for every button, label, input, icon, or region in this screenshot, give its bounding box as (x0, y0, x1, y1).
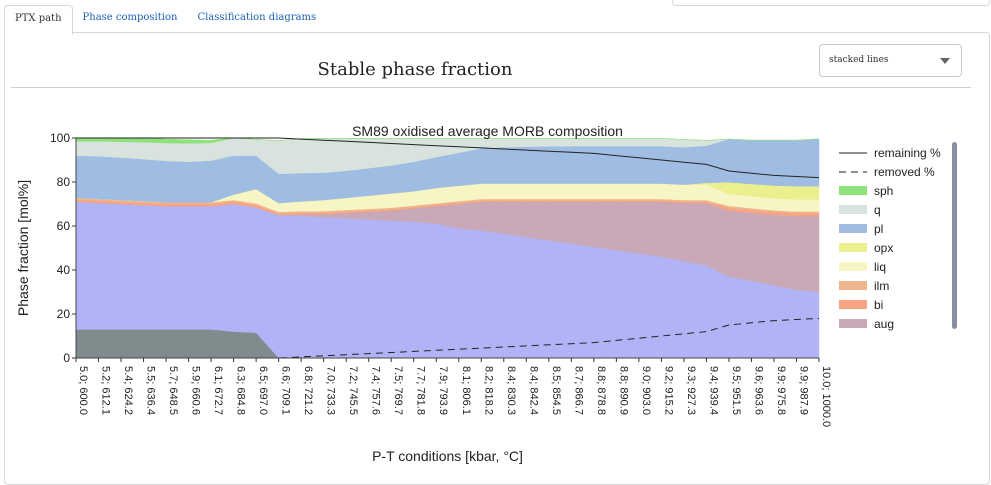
stacked-areas (75, 137, 820, 359)
x-tick-label: 5.0; 600.0 (77, 366, 89, 415)
x-tick-label: 7.4; 757.6 (370, 366, 382, 415)
y-tick-label: 100 (50, 131, 70, 145)
x-tick-label: 5.2; 612.1 (100, 366, 112, 415)
x-tick-label: 9.4; 939.4 (707, 366, 719, 415)
x-tick-label: 7.9; 793.9 (437, 366, 449, 415)
legend-label: remaining % (874, 146, 941, 160)
legend-label: liq (874, 260, 886, 274)
card-title: Stable phase fraction (317, 59, 513, 80)
x-tick-label: 9.3; 927.3 (685, 366, 697, 415)
top-input-box[interactable] (672, 0, 990, 6)
legend-label: removed % (874, 165, 935, 179)
legend-swatch-bi (839, 300, 867, 309)
x-tick-label: 9.0; 903.0 (640, 366, 652, 415)
plot-mode-dropdown[interactable]: stacked lines (819, 44, 962, 77)
x-tick-label: 5.7; 648.5 (167, 366, 179, 415)
x-tick-label: 9.2; 915.2 (662, 366, 674, 415)
x-tick-label: 5.9; 660.6 (190, 366, 202, 415)
legend-label: pl (874, 222, 883, 236)
y-tick-label: 40 (57, 263, 71, 277)
card-divider (11, 87, 971, 88)
legend-swatch-ilm (839, 281, 867, 290)
legend-swatch-aug (839, 319, 867, 328)
legend: remaining % removed % sph q pl opx liq ilm bi aug (839, 146, 941, 331)
x-tick-label: 6.1; 672.7 (212, 366, 224, 415)
chart-title: SM89 oxidised average MORB composition (352, 123, 623, 139)
legend-label: ilm (874, 279, 889, 293)
x-axis-label: P-T conditions [kbar, °C] (372, 448, 523, 464)
legend-swatch-sph (839, 186, 867, 195)
y-tick-label: 20 (57, 307, 71, 321)
y-axis-label: Phase fraction [mol%] (15, 180, 31, 316)
legend-scrollbar[interactable] (952, 142, 957, 329)
x-tick-label: 6.6; 709.1 (280, 366, 292, 415)
legend-swatch-opx (839, 243, 867, 252)
x-tick-label: 8.1; 806.1 (460, 366, 472, 415)
tab-ptx-path[interactable]: PTX path (4, 5, 73, 35)
legend-swatch-liq (839, 262, 867, 271)
x-tick-label: 8.5; 854.5 (550, 366, 562, 415)
x-tick-label: 10.0; 1000.0 (820, 366, 832, 427)
x-tick-label: 5.5; 636.4 (145, 366, 157, 415)
area-sph (75, 137, 820, 144)
x-tick-label: 6.3; 684.8 (235, 366, 247, 415)
plot-mode-value: stacked lines (829, 55, 889, 65)
tab-phase-composition[interactable]: Phase composition (82, 12, 178, 23)
x-tick-label: 8.4; 842.4 (527, 366, 539, 415)
chevron-down-icon (940, 58, 950, 64)
x-tick-label: 6.5; 697.0 (257, 366, 269, 415)
x-tick-label: 8.8; 890.9 (617, 366, 629, 415)
y-tick-label: 0 (63, 351, 70, 365)
legend-label: q (874, 203, 881, 217)
tab-classification-diagrams[interactable]: Classification diagrams (197, 12, 317, 23)
legend-swatch-pl (839, 224, 867, 233)
x-tick-label: 9.9; 975.8 (775, 366, 787, 415)
line-remaining (76, 137, 820, 179)
x-tick-label: 9.6; 963.6 (752, 366, 764, 415)
x-tick-label: 6.8; 721.2 (302, 366, 314, 415)
x-tick-label: 7.2; 745.5 (347, 366, 359, 415)
legend-label: opx (874, 241, 893, 255)
y-tick-label: 60 (57, 219, 71, 233)
legend-label: bi (874, 298, 883, 312)
x-tick-label: 7.5; 769.7 (392, 366, 404, 415)
tab-bar: PTX path Phase composition Classificatio… (4, 5, 326, 35)
y-axis: 0 20 40 60 80 100 (50, 131, 77, 365)
x-tick-label: 9.9; 987.9 (797, 366, 809, 415)
x-tick-label: 8.7; 866.7 (572, 366, 584, 415)
x-tick-label: 9.5; 951.5 (730, 366, 742, 415)
y-tick-label: 80 (57, 175, 71, 189)
legend-label: aug (874, 317, 894, 331)
legend-label: sph (874, 184, 893, 198)
x-tick-label: 7.0; 733.3 (325, 366, 337, 415)
x-tick-label: 8.2; 818.2 (482, 366, 494, 415)
x-tick-label: 8.4; 830.3 (505, 366, 517, 415)
legend-swatch-q (839, 205, 867, 214)
x-axis: 5.0; 600.0 5.2; 612.1 5.4; 624.2 5.5; 636.4… (75, 358, 832, 427)
x-tick-label: 7.7; 781.8 (415, 366, 427, 415)
x-tick-label: 5.4; 624.2 (122, 366, 134, 415)
x-tick-label: 8.8; 878.8 (595, 366, 607, 415)
